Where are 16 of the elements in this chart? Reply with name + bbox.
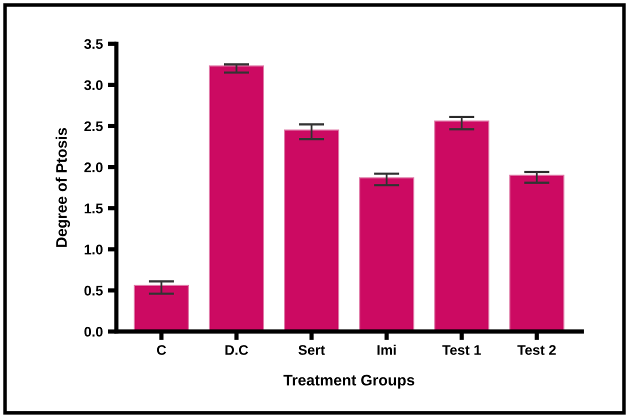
y-axis-title: Degree of Ptosis: [56, 128, 70, 247]
y-tick-label: 3.0: [84, 80, 103, 90]
y-tick-label: 0.0: [84, 326, 103, 337]
x-tick-label: Sert: [298, 345, 325, 355]
x-tick-label: Test 2: [517, 345, 556, 355]
x-tick-label: Imi: [378, 344, 396, 355]
x-tick-label: Test 1: [442, 345, 481, 355]
y-tick-label: 1.5: [84, 204, 103, 214]
y-tick-label: 2.5: [84, 121, 103, 132]
y-tick-label: 1.0: [84, 244, 103, 254]
x-tick-label: D.C: [225, 345, 248, 355]
x-axis-title: Treatment Groups: [283, 374, 414, 389]
y-tick-label: 0.5: [84, 286, 103, 296]
y-tick-label: 3.5: [84, 39, 103, 49]
x-tick-label: C: [156, 345, 166, 355]
y-tick-label: 2.0: [84, 162, 103, 172]
